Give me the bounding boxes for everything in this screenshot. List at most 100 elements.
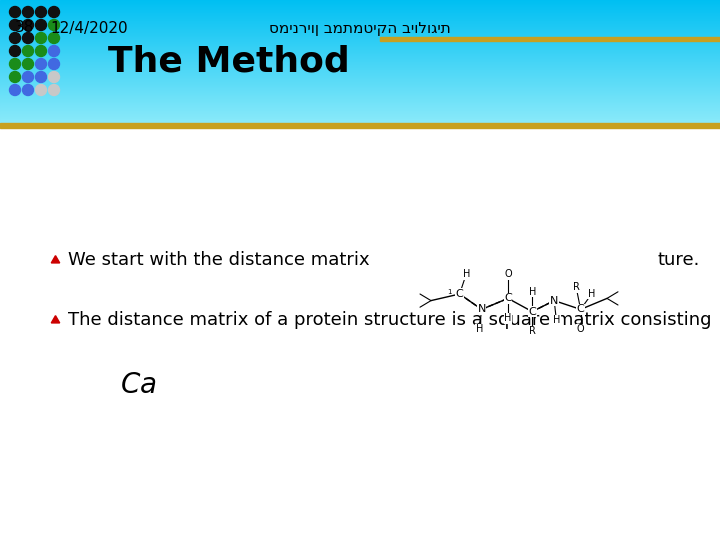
Bar [0,32,720,33]
Bar [0,111,720,112]
Bar [0,80,720,81]
Text: C: C [456,289,464,299]
Bar [0,51,720,52]
Bar [0,12,720,13]
Bar [0,27,720,28]
Bar [0,63,720,64]
Bar [0,121,720,122]
Bar [0,113,720,114]
Bar [0,103,720,104]
Bar [0,8,720,9]
Bar [0,36,720,37]
Text: H: H [476,324,483,334]
Bar [0,20,720,21]
Bar [0,41,720,42]
Bar [0,21,720,22]
Bar [0,24,720,25]
Bar [0,108,720,109]
Bar [380,37,720,41]
Bar [0,122,720,123]
Bar [0,87,720,88]
Bar [0,124,720,125]
Bar [0,72,720,73]
Bar [0,85,720,86]
Bar [0,5,720,6]
Bar [0,17,720,18]
Bar [0,55,720,56]
Bar [0,4,720,5]
Bar [0,2,720,3]
Bar [0,65,720,66]
Bar [0,43,720,44]
Bar [0,100,720,101]
Circle shape [9,84,20,96]
Bar [0,118,720,119]
Bar [0,37,720,38]
Bar [0,22,720,23]
Bar [0,115,720,116]
Text: N: N [550,295,559,306]
Text: 12/4/2020: 12/4/2020 [50,21,127,36]
Bar [0,82,720,83]
Circle shape [48,84,60,96]
Bar [0,112,720,113]
Bar [0,93,720,94]
Bar [0,1,720,2]
Bar [0,123,720,128]
Bar [0,64,720,65]
Text: N: N [477,305,486,314]
Bar [0,91,720,92]
Bar [0,105,720,106]
Circle shape [35,45,47,57]
Text: 1: 1 [447,289,452,295]
Bar [0,39,720,40]
Bar [0,13,720,14]
Bar [0,123,720,124]
Text: O: O [577,324,585,334]
Circle shape [9,6,20,17]
Bar [0,47,720,48]
Bar [0,60,720,61]
Circle shape [48,45,60,57]
Bar [0,35,720,36]
Text: 38: 38 [15,21,35,36]
Bar [0,99,720,100]
Text: R: R [528,326,536,336]
Bar [0,102,720,103]
Text: O: O [504,269,512,279]
Bar [0,97,720,98]
Bar [0,54,720,55]
Circle shape [35,6,47,17]
Circle shape [48,19,60,30]
Bar [0,89,720,90]
Bar [0,9,720,10]
Bar [0,38,720,39]
Bar [0,25,720,26]
Circle shape [22,32,34,44]
Bar [0,109,720,110]
Bar [0,81,720,82]
Circle shape [22,19,34,30]
Bar [0,119,720,120]
Bar [0,69,720,70]
Bar [0,66,720,67]
Bar [0,7,720,8]
Bar [0,30,720,31]
Circle shape [22,6,34,17]
Bar [0,110,720,111]
Bar [0,77,720,78]
Bar [0,117,720,118]
Text: C: C [577,305,585,314]
Bar [0,83,720,84]
Bar [0,76,720,77]
Bar [0,94,720,95]
Circle shape [22,84,34,96]
Text: H: H [553,315,560,326]
Circle shape [35,71,47,83]
Bar [0,40,720,41]
Bar [0,53,720,54]
Bar [0,29,720,30]
Text: H: H [504,313,512,323]
Bar [0,88,720,89]
Text: R: R [573,282,580,292]
